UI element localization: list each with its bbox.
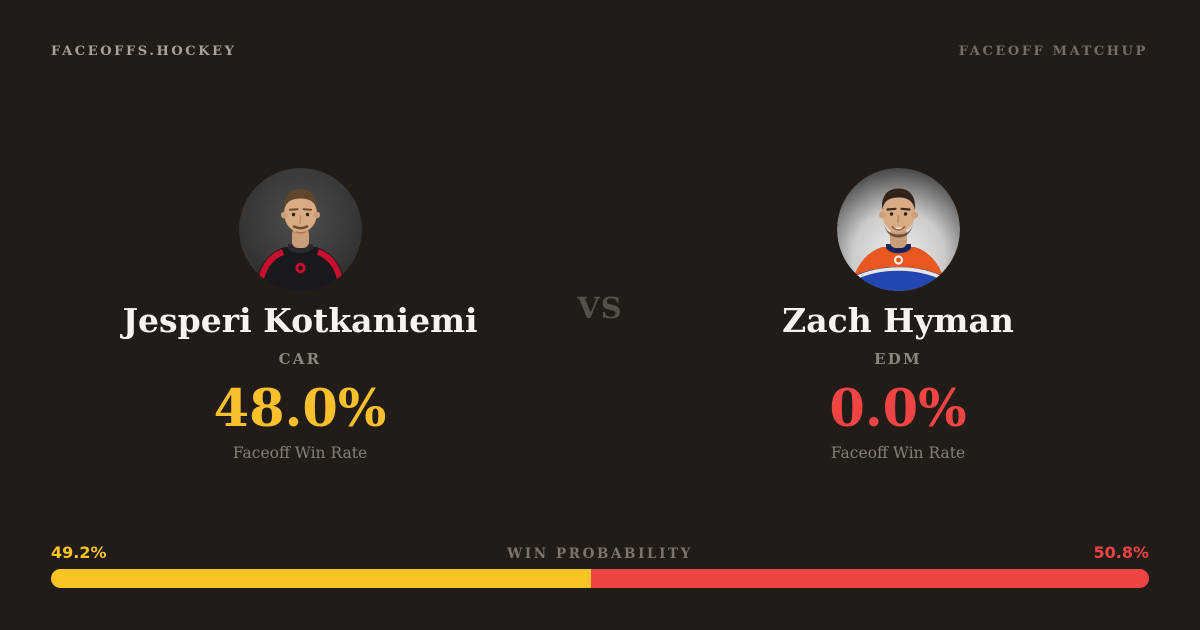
win-probability-bar-left-segment [51, 569, 592, 588]
player-name: Zach Hyman [782, 301, 1014, 340]
player-card-right: Zach Hyman EDM 0.0% Faceoff Win Rate [658, 168, 1138, 462]
player-team: EDM [874, 349, 922, 368]
faceoff-win-rate-value: 48.0% [213, 378, 387, 439]
player-team: CAR [278, 349, 322, 368]
win-probability-bar-right-segment [591, 569, 1149, 588]
faceoff-win-rate-value: 0.0% [829, 378, 967, 439]
win-probability-label: WIN PROBABILITY [507, 546, 693, 562]
player-avatar-left [238, 168, 362, 291]
win-probability-bar [51, 569, 1149, 588]
faceoff-win-rate-label: Faceoff Win Rate [232, 443, 368, 462]
player-card-left: Jesperi Kotkaniemi CAR 48.0% Faceoff Win… [60, 168, 540, 462]
player-avatar-right [836, 168, 960, 291]
page-label: FACEOFF MATCHUP [958, 44, 1148, 59]
player-name: Jesperi Kotkaniemi [122, 301, 478, 340]
win-probability-left-value: 49.2% [51, 543, 107, 562]
win-probability-right-value: 50.8% [1093, 543, 1149, 562]
kotkaniemi-headshot-icon [238, 168, 362, 291]
hyman-headshot-icon [836, 168, 960, 291]
faceoff-win-rate-label: Faceoff Win Rate [830, 443, 966, 462]
vs-label: VS [577, 291, 623, 325]
brand-logo-text: FACEOFFS.HOCKEY [51, 44, 237, 59]
